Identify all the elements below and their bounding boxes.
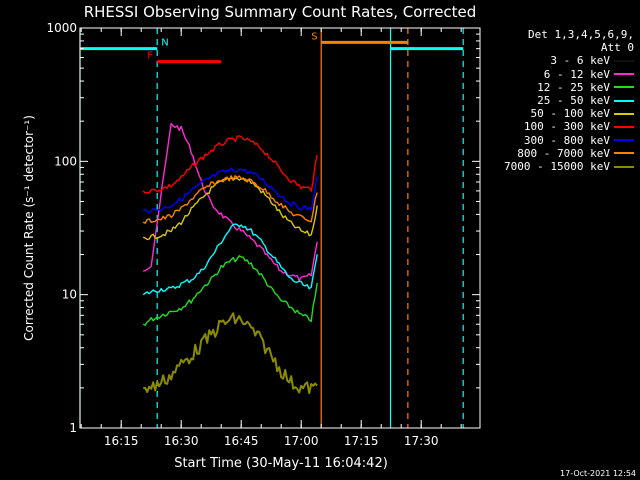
- legend-swatch: [614, 152, 634, 155]
- legend-item-1: 3 - 6 keV: [474, 54, 634, 67]
- series-line-7: [142, 167, 318, 214]
- legend-label: 300 - 800 keV: [523, 133, 610, 147]
- legend-swatch: [614, 165, 634, 168]
- legend-swatch: [614, 60, 634, 62]
- y-tick-label-4: 1000: [46, 21, 77, 35]
- legend-label: 50 - 100 keV: [530, 107, 610, 121]
- legend-label: 25 - 50 keV: [537, 94, 610, 108]
- series-line-4: [142, 223, 318, 296]
- x-tick-label-5: 17:15: [344, 434, 379, 448]
- chart-title: RHESSI Observing Summary Count Rates, Co…: [84, 3, 477, 21]
- legend-item-3: 12 - 25 keV: [474, 81, 634, 94]
- legend-label: 6 - 12 keV: [543, 67, 610, 81]
- legend-item-5: 50 - 100 keV: [474, 107, 634, 120]
- x-tick-label-1: 16:15: [104, 434, 139, 448]
- x-tick-label-2: 16:30: [164, 434, 199, 448]
- series-line-1: [170, 126, 318, 293]
- legend-swatch: [614, 112, 634, 115]
- legend-item-2: 6 - 12 keV: [474, 68, 634, 81]
- x-tick-label-3: 16:45: [224, 434, 259, 448]
- flag-label-f: F: [147, 51, 153, 62]
- series-line-3: [142, 255, 318, 326]
- series-line-2: [143, 122, 318, 282]
- legend-swatch: [614, 73, 634, 76]
- legend-swatch: [614, 126, 634, 129]
- series-line-6: [142, 135, 318, 194]
- x-axis-label: Start Time (30-May-11 16:04:42): [174, 456, 388, 471]
- legend-label: 12 - 25 keV: [537, 80, 610, 94]
- legend-item-6: 100 - 300 keV: [474, 120, 634, 133]
- y-tick-label-2: 10: [62, 288, 77, 302]
- legend-header-line1: Det 1,3,4,5,6,9,: [528, 28, 634, 41]
- chart-legend: Det 1,3,4,5,6,9, Att 0 3 - 6 keV 6 - 12 k…: [474, 28, 634, 173]
- legend-swatch: [614, 139, 634, 142]
- legend-label: 100 - 300 keV: [523, 120, 610, 134]
- flag-label-s: S: [311, 31, 317, 42]
- x-tick-label-6: 17:30: [404, 434, 439, 448]
- legend-item-7: 300 - 800 keV: [474, 134, 634, 147]
- legend-item-4: 25 - 50 keV: [474, 94, 634, 107]
- legend-swatch: [614, 86, 634, 89]
- footer-timestamp: 17-Oct-2021 12:54: [560, 469, 636, 478]
- legend-label: 7000 - 15000 keV: [504, 160, 610, 174]
- y-tick-label-1: 1: [69, 421, 77, 435]
- legend-label: 3 - 6 keV: [550, 54, 610, 68]
- x-tick-label-4: 17:00: [284, 434, 319, 448]
- legend-header-line2: Att 0: [600, 41, 634, 55]
- flag-label-n: N: [161, 38, 168, 49]
- series-line-9: [143, 312, 318, 395]
- legend-item-9: 7000 - 15000 keV: [474, 160, 634, 173]
- plot-frame: [79, 27, 481, 429]
- y-tick-label-3: 100: [54, 154, 77, 168]
- legend-label: 800 - 7000 keV: [517, 146, 610, 160]
- legend-item-8: 800 - 7000 keV: [474, 147, 634, 160]
- legend-swatch: [614, 99, 634, 102]
- y-axis-label: Corrected Count Rate (s⁻¹ detector⁻¹): [22, 115, 36, 341]
- series-line-8: [142, 175, 318, 224]
